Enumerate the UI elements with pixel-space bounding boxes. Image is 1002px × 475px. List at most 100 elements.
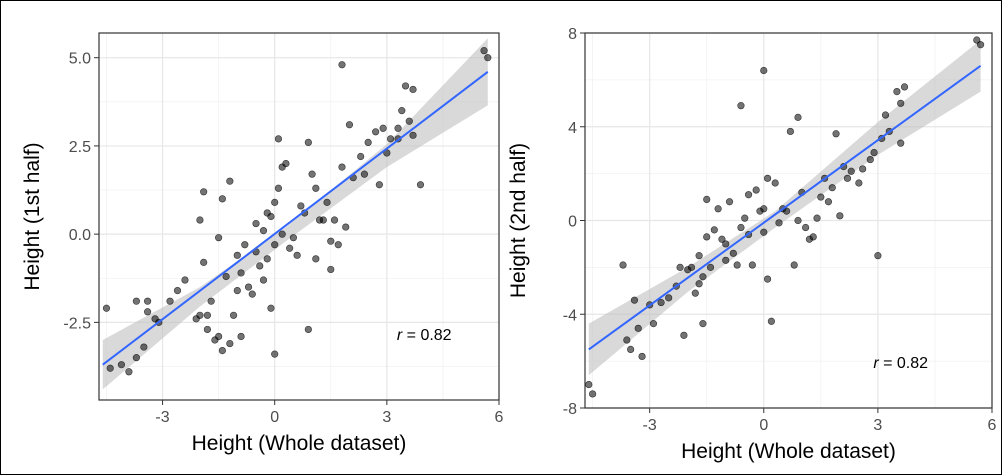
data-point	[585, 380, 593, 389]
data-point	[794, 216, 802, 225]
data-point	[676, 263, 684, 271]
data-point	[480, 47, 488, 55]
data-point	[733, 261, 741, 269]
data-point	[289, 234, 297, 242]
data-point	[297, 202, 305, 210]
data-point	[338, 61, 346, 69]
data-point	[722, 256, 730, 264]
data-point	[484, 54, 492, 62]
data-point	[782, 207, 791, 215]
data-point	[218, 346, 226, 355]
x-tick-label: 3	[873, 417, 882, 434]
data-point	[680, 331, 688, 339]
data-point	[233, 251, 241, 259]
data-point	[132, 297, 140, 305]
data-point	[775, 219, 783, 227]
data-point	[695, 280, 703, 288]
data-point	[634, 324, 642, 332]
data-point	[973, 36, 981, 44]
data-point	[737, 102, 745, 110]
data-point	[619, 261, 627, 269]
panel-border	[584, 32, 993, 409]
x-tick-label: 0	[759, 417, 768, 434]
data-point	[897, 99, 905, 107]
data-point	[304, 325, 312, 334]
data-point	[203, 325, 212, 334]
x-tick-label: 3	[382, 409, 391, 426]
data-point	[741, 214, 749, 222]
data-point	[330, 216, 339, 224]
data-point	[786, 127, 795, 136]
data-point	[267, 304, 275, 312]
data-point	[196, 311, 204, 319]
data-point	[699, 320, 707, 328]
data-point	[703, 233, 711, 241]
correlation-value: = 0.82	[879, 355, 928, 372]
data-point	[360, 170, 369, 178]
data-point	[729, 249, 737, 257]
data-point	[630, 296, 639, 304]
data-point	[900, 83, 909, 91]
regression-line	[102, 71, 489, 366]
y-tick-label: -8	[563, 401, 577, 418]
data-point	[809, 233, 817, 241]
data-point	[722, 240, 730, 248]
data-point	[802, 223, 810, 232]
correlation-annotation: r = 0.82	[873, 355, 928, 372]
data-point	[196, 216, 204, 224]
data-point	[229, 311, 238, 319]
data-point	[695, 252, 703, 260]
correlation-symbol: r	[873, 355, 879, 372]
data-point	[763, 275, 772, 283]
data-point	[215, 234, 223, 242]
data-point	[627, 345, 635, 354]
data-point	[342, 223, 350, 231]
data-point	[364, 138, 372, 146]
data-point	[737, 223, 745, 232]
data-point	[409, 131, 417, 139]
data-point	[416, 181, 425, 189]
y-tick-label: 0.0	[69, 227, 91, 244]
data-point	[372, 128, 380, 136]
data-point	[323, 198, 331, 206]
data-point	[691, 289, 699, 297]
data-point	[207, 297, 215, 305]
data-point	[649, 320, 658, 328]
data-point	[237, 332, 245, 341]
correlation-annotation: r = 0.82	[397, 327, 452, 344]
data-point	[843, 174, 852, 182]
data-point	[271, 241, 279, 249]
data-point	[327, 265, 335, 274]
data-point	[312, 255, 320, 263]
data-point	[794, 113, 802, 121]
data-point	[327, 237, 335, 245]
data-point	[710, 226, 718, 234]
data-point	[312, 184, 320, 192]
data-point	[866, 155, 874, 164]
data-point	[760, 66, 768, 75]
data-point	[357, 152, 365, 161]
data-point	[405, 117, 413, 125]
data-point	[870, 148, 878, 157]
data-point	[181, 276, 189, 284]
data-point	[286, 244, 294, 252]
panel-border	[98, 32, 500, 401]
data-point	[345, 121, 354, 129]
data-point	[847, 167, 855, 175]
data-point	[274, 184, 283, 192]
data-point	[771, 179, 779, 187]
data-point	[623, 336, 631, 344]
data-point	[790, 261, 798, 269]
data-point	[638, 352, 646, 361]
data-point	[256, 262, 264, 270]
data-point	[687, 263, 696, 271]
data-point	[140, 343, 148, 351]
data-point	[748, 261, 756, 269]
data-point	[699, 273, 707, 281]
data-point	[703, 195, 711, 204]
data-point	[824, 198, 833, 206]
data-point	[817, 193, 825, 201]
y-axis-title: Height (1st half)	[21, 142, 44, 290]
data-point	[143, 308, 152, 316]
data-point	[226, 177, 234, 185]
